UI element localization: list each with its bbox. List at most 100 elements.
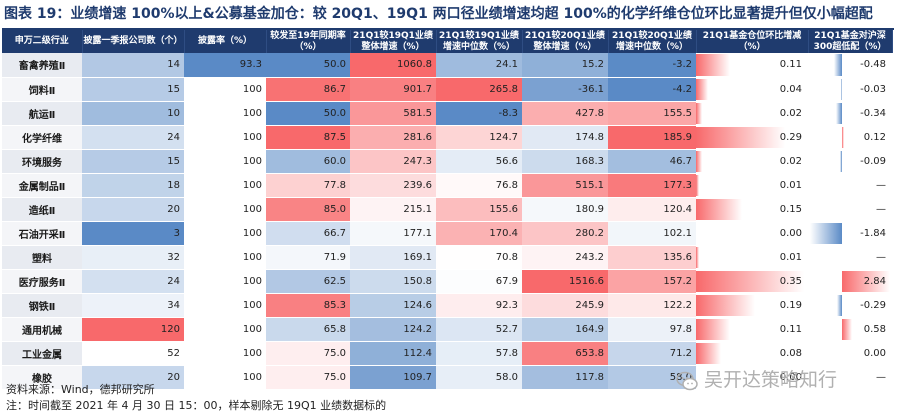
growth-20q1-median-cell: 155.5 bbox=[608, 101, 696, 126]
watermark-text: 吴开达策略知行 bbox=[704, 369, 838, 391]
table-row: 畜禽养殖Ⅱ 14 93.3 50.0 1060.8 24.1 15.2 -3.2 0.11 -0.… bbox=[2, 53, 892, 78]
fund-change-value: 0.11 bbox=[779, 59, 802, 70]
growth-20q1-total-cell: 515.1 bbox=[522, 173, 608, 198]
rate-vs-2019-cell: 75.0 bbox=[266, 341, 350, 366]
growth-19q1-median-cell: 70.8 bbox=[436, 245, 522, 270]
growth-20q1-median-cell: 71.2 bbox=[608, 341, 696, 366]
table-row: 塑料 32 100 71.9 169.1 70.8 243.2 135.6 0.01 — bbox=[2, 245, 892, 270]
growth-20q1-median-cell: 185.9 bbox=[608, 125, 696, 150]
industry-cell: 金属制品Ⅱ bbox=[2, 173, 82, 198]
table-row: 化学纤维 24 100 87.5 281.6 124.7 174.8 185.9 0.29 0.1… bbox=[2, 125, 892, 150]
industry-cell: 塑料 bbox=[2, 245, 82, 270]
growth-19q1-median-cell: 124.7 bbox=[436, 125, 522, 150]
fund-change-value: 0.35 bbox=[779, 275, 802, 287]
fund-change-value: 0.29 bbox=[779, 131, 802, 143]
hs300-overweight-bar bbox=[840, 150, 842, 172]
rate-vs-2019-cell: 66.7 bbox=[266, 221, 350, 246]
growth-20q1-total-cell: 164.9 bbox=[522, 317, 608, 342]
fund-change-bar bbox=[696, 246, 699, 268]
header-row: 申万二级行业 披露一季报公司数（个） 披露率（%） 较发至19年同期率（%） 2… bbox=[2, 30, 893, 53]
companies-cell: 52 bbox=[82, 341, 184, 366]
fund-change-bar bbox=[696, 270, 804, 292]
hs300-overweight-cell: 2.84 bbox=[808, 269, 892, 294]
industry-cell: 工业金属 bbox=[2, 341, 82, 366]
disclosure-rate-cell: 100 bbox=[184, 269, 266, 294]
growth-19q1-total-cell: 281.6 bbox=[350, 125, 436, 150]
hs300-overweight-value: 0.58 bbox=[863, 323, 886, 335]
rate-vs-2019-cell: 85.0 bbox=[266, 197, 350, 222]
rate-vs-2019-cell: 50.0 bbox=[266, 101, 350, 126]
companies-cell: 32 bbox=[82, 245, 184, 270]
hs300-overweight-cell: — bbox=[808, 173, 892, 198]
fund-change-value: 0.04 bbox=[779, 83, 802, 95]
hs300-overweight-bar bbox=[810, 222, 842, 244]
table-body: 畜禽养殖Ⅱ 14 93.3 50.0 1060.8 24.1 15.2 -3.2 0.11 -0.… bbox=[2, 53, 892, 390]
growth-19q1-total-cell: 177.1 bbox=[350, 221, 436, 246]
rate-vs-2019-cell: 71.9 bbox=[266, 245, 350, 270]
growth-19q1-total-cell: 112.4 bbox=[350, 341, 436, 366]
fund-change-bar bbox=[696, 54, 730, 76]
fund-change-cell: 0.02 bbox=[696, 149, 808, 174]
fund-change-bar bbox=[696, 342, 721, 364]
hs300-overweight-value: -1.84 bbox=[860, 227, 886, 239]
disclosure-rate-cell: 100 bbox=[184, 197, 266, 222]
growth-20q1-total-cell: 180.9 bbox=[522, 197, 608, 222]
rate-vs-2019-cell: 77.8 bbox=[266, 173, 350, 198]
fund-change-bar bbox=[696, 102, 702, 124]
hs300-overweight-bar bbox=[842, 270, 890, 292]
industry-cell: 通用机械 bbox=[2, 317, 82, 342]
fund-change-cell: 0.08 bbox=[696, 341, 808, 366]
hs300-overweight-bar bbox=[836, 102, 842, 124]
fund-change-value: 0.11 bbox=[779, 323, 802, 335]
growth-20q1-median-cell: 102.1 bbox=[608, 221, 696, 246]
fund-change-value: 0.19 bbox=[779, 299, 802, 311]
hs300-overweight-value: -0.03 bbox=[860, 83, 886, 95]
growth-19q1-median-cell: 52.7 bbox=[436, 317, 522, 342]
hs300-overweight-cell: -1.84 bbox=[808, 221, 892, 246]
source-note: 资料来源：Wind，德邦研究所 bbox=[6, 383, 155, 396]
header-growth-20q1-total: 21Q1较20Q1业绩整体增速（%） bbox=[522, 30, 609, 53]
disclosure-rate-cell: 100 bbox=[184, 317, 266, 342]
table-row: 航运Ⅱ 10 100 50.0 581.5 -8.3 427.8 155.5 0.02 -0.34 bbox=[2, 101, 892, 126]
header-growth-19q1-total: 21Q1较19Q1业绩整体增速（%） bbox=[350, 30, 437, 53]
growth-19q1-total-cell: 901.7 bbox=[350, 77, 436, 102]
fund-change-bar bbox=[696, 318, 730, 340]
industry-cell: 钢铁Ⅱ bbox=[2, 293, 82, 318]
growth-20q1-total-cell: 117.8 bbox=[522, 365, 608, 390]
header-growth-20q1-median: 21Q1较20Q1业绩增速中位数（%） bbox=[608, 30, 697, 53]
hs300-overweight-cell: -0.03 bbox=[808, 77, 892, 102]
fund-change-bar bbox=[696, 126, 785, 148]
growth-19q1-total-cell: 124.6 bbox=[350, 293, 436, 318]
rate-vs-2019-cell: 60.0 bbox=[266, 149, 350, 174]
fund-change-value: 0.01 bbox=[779, 179, 802, 191]
companies-cell: 20 bbox=[82, 365, 184, 390]
header-industry: 申万二级行业 bbox=[2, 30, 83, 53]
growth-19q1-median-cell: 265.8 bbox=[436, 77, 522, 102]
growth-19q1-median-cell: 92.3 bbox=[436, 293, 522, 318]
fund-change-cell: 0.29 bbox=[696, 125, 808, 150]
disclosure-rate-cell: 100 bbox=[184, 293, 266, 318]
companies-cell: 120 bbox=[82, 317, 184, 342]
growth-19q1-median-cell: 170.4 bbox=[436, 221, 522, 246]
growth-20q1-total-cell: 245.9 bbox=[522, 293, 608, 318]
table-row: 医疗服务Ⅱ 24 100 62.5 150.8 67.9 1516.6 157.2 0.35 2.… bbox=[2, 269, 892, 294]
industry-cell: 饲料Ⅱ bbox=[2, 77, 82, 102]
hs300-overweight-cell: 0.00 bbox=[808, 341, 892, 366]
hs300-overweight-value: -0.09 bbox=[860, 155, 886, 167]
hs300-overweight-value: — bbox=[876, 371, 886, 383]
hs300-overweight-bar bbox=[842, 126, 844, 148]
hs300-overweight-bar bbox=[842, 318, 852, 340]
disclosure-rate-cell: 100 bbox=[184, 149, 266, 174]
disclosure-rate-cell: 100 bbox=[184, 125, 266, 150]
growth-20q1-total-cell: 427.8 bbox=[522, 101, 608, 126]
hs300-overweight-value: 0.00 bbox=[863, 347, 886, 359]
growth-19q1-median-cell: 155.6 bbox=[436, 197, 522, 222]
disclosure-rate-cell: 100 bbox=[184, 173, 266, 198]
fund-change-value: 0.00 bbox=[779, 227, 802, 239]
fund-change-cell: 0.15 bbox=[696, 197, 808, 222]
companies-cell: 15 bbox=[82, 149, 184, 174]
header-disclosure-rate: 披露率（%） bbox=[184, 30, 267, 53]
notes: 资料来源：Wind，德邦研究所 注：时间截至 2021 年 4 月 30 日 1… bbox=[6, 382, 886, 414]
growth-20q1-total-cell: 168.3 bbox=[522, 149, 608, 174]
watermark: 吴开达策略知行 bbox=[676, 362, 837, 398]
